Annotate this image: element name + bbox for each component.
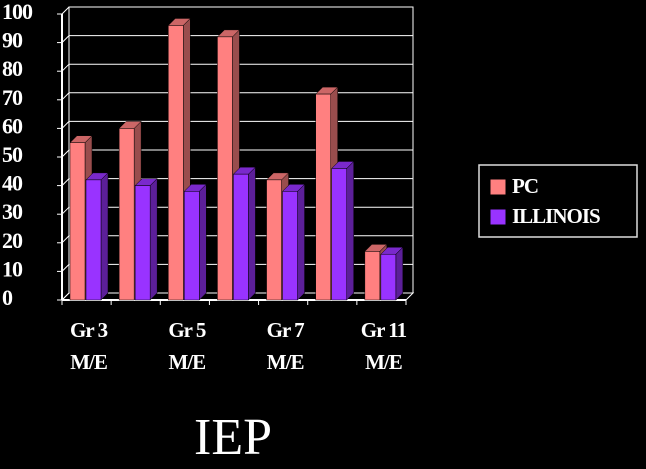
x-tick-label: Gr 5 M/E — [168, 318, 206, 374]
legend: PC ILLINOIS — [478, 164, 638, 238]
y-tick-label: 90 — [2, 28, 23, 53]
bar — [281, 183, 306, 301]
bar-side — [395, 246, 404, 301]
y-tick-label: 80 — [2, 56, 23, 81]
grid-line — [61, 35, 413, 43]
bar — [134, 177, 158, 301]
grid-line — [61, 92, 413, 101]
y-tick-label: 30 — [2, 199, 23, 224]
bar-side — [149, 177, 158, 301]
legend-label: PC — [512, 174, 538, 198]
y-tick-label: 20 — [2, 228, 23, 253]
bar-side — [346, 160, 354, 301]
y-tick-label: 70 — [2, 85, 23, 110]
legend-label: ILLINOIS — [512, 204, 600, 228]
bar-front — [282, 191, 298, 301]
bar-front — [380, 253, 397, 301]
bar — [183, 183, 207, 301]
bar — [232, 166, 257, 301]
bar-front — [364, 251, 381, 301]
grid-line — [61, 63, 413, 72]
x-tick-label: Gr 11 M/E — [360, 318, 407, 374]
grid-line — [61, 178, 413, 186]
x-tick-label: Gr 3 M/E — [70, 318, 108, 374]
bar-side — [297, 183, 305, 301]
y-tick-label: 50 — [2, 142, 23, 167]
y-tick-label: 10 — [2, 256, 23, 281]
bar-front — [134, 185, 151, 301]
bar-front — [69, 142, 86, 301]
grid-line — [61, 149, 413, 158]
y-tick-label: 60 — [2, 113, 23, 138]
bar-front — [85, 179, 102, 301]
grid-line — [61, 6, 413, 15]
y-tick-label: 0 — [2, 285, 13, 310]
y-tick-label: 100 — [2, 0, 33, 24]
bar — [380, 246, 404, 301]
bar-side — [248, 166, 256, 301]
chart-title: IEP — [194, 409, 272, 466]
bar — [331, 160, 355, 301]
bar-front — [315, 93, 331, 301]
legend-swatch — [489, 208, 507, 226]
bar-front — [217, 36, 233, 301]
legend-swatch — [489, 178, 507, 196]
legend-box — [478, 164, 638, 238]
bar — [85, 172, 109, 301]
bar-front — [168, 25, 184, 301]
bar-side — [199, 183, 207, 301]
x-tick-label: Gr 7 M/E — [266, 318, 305, 374]
grid-line — [61, 120, 413, 129]
y-tick-label: 40 — [2, 171, 23, 196]
bar-front — [266, 179, 282, 301]
bar-front — [331, 168, 347, 301]
bar-front — [233, 173, 249, 301]
bar-front — [184, 191, 200, 301]
bar-front — [118, 128, 135, 301]
bar-side — [100, 172, 109, 301]
